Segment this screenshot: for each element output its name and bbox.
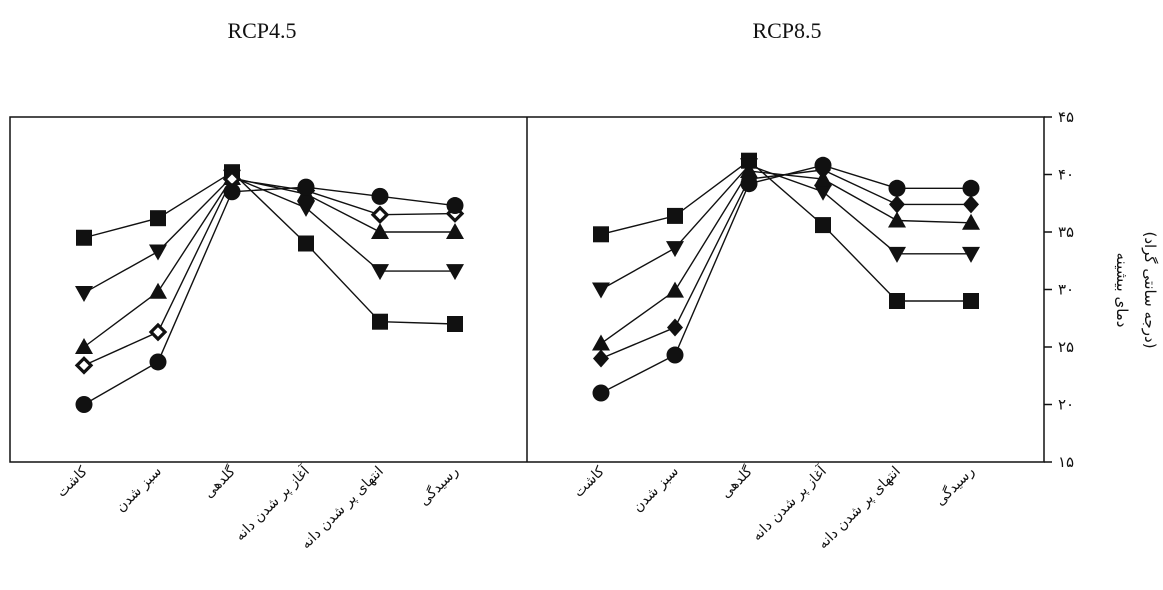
data-point-triangle-down — [962, 246, 980, 263]
data-point-circle — [962, 179, 980, 197]
data-point-square — [372, 313, 388, 330]
x-tick-label: سبز شدن — [113, 464, 165, 516]
x-tick-label: آغاز پر شدن دانه — [231, 462, 313, 544]
data-point-triangle-up — [666, 281, 684, 298]
data-point-square — [815, 217, 831, 234]
data-point-square — [963, 293, 979, 309]
x-tick-label: سبز شدن — [630, 464, 682, 516]
data-point-triangle-up — [740, 162, 758, 179]
data-point-circle — [371, 187, 389, 205]
data-point-circle — [814, 156, 832, 174]
data-point-triangle-up — [446, 223, 464, 239]
x-tick-label: انتهای پر شدن دانه — [298, 464, 387, 553]
chart-title-right: RCP8.5 — [752, 18, 821, 43]
data-point-triangle-down — [592, 282, 610, 299]
y-tick-label: ۳۰ — [1058, 281, 1074, 299]
x-tick-label: گلدهی — [717, 463, 756, 502]
y-axis: ۱۵ ۲۰ ۲۵ ۳۰ ۳۵ ۴۰ ۴۵ — [1044, 108, 1074, 471]
x-tick-label: آغاز پر شدن دانه — [748, 462, 830, 544]
data-point-circle — [149, 353, 167, 371]
data-point-triangle-up — [371, 223, 389, 239]
data-point-triangle-up — [592, 334, 610, 351]
data-point-diamond — [889, 195, 905, 214]
y-axis-label-line1: دمای بیشینه — [1113, 253, 1131, 328]
y-tick-label: ۴۵ — [1058, 108, 1074, 126]
data-point-circle — [666, 346, 684, 364]
data-point-square — [667, 207, 683, 224]
data-point-triangle-up — [962, 213, 980, 230]
series-line-square — [600, 159, 971, 302]
x-tick-label: رسیدگی — [932, 463, 978, 509]
series-line-triangle-down — [83, 175, 455, 294]
data-point-triangle-down — [888, 246, 906, 263]
data-point-triangle-up — [888, 211, 906, 228]
data-point-square — [593, 226, 609, 243]
series-line-circle — [600, 164, 971, 394]
data-point-diamond-open — [370, 205, 390, 225]
x-tick-label: کاشت — [571, 463, 608, 500]
panel-rcp45 — [74, 164, 465, 413]
data-point-square — [447, 316, 463, 332]
data-point-circle — [740, 175, 758, 193]
panel-rcp85 — [592, 152, 980, 402]
data-point-triangle-down — [297, 200, 315, 217]
data-point-triangle-down — [75, 285, 93, 302]
chart-title-left: RCP4.5 — [227, 18, 296, 43]
chart-panels — [74, 152, 980, 413]
series-line-square — [83, 171, 456, 325]
x-tick-label: گلدهی — [200, 463, 239, 502]
data-point-triangle-up — [75, 338, 93, 354]
data-point-square — [889, 293, 905, 309]
y-tick-label: ۲۰ — [1058, 396, 1074, 414]
x-tick-label: انتهای پر شدن دانه — [815, 464, 904, 553]
y-tick-label: ۱۵ — [1058, 453, 1074, 471]
data-point-circle — [446, 197, 464, 215]
y-tick-label: ۳۵ — [1058, 223, 1074, 241]
data-point-circle — [592, 384, 610, 402]
data-point-triangle-down — [666, 241, 684, 258]
data-point-triangle-up — [149, 282, 167, 299]
data-point-square — [76, 229, 92, 246]
y-tick-label: ۴۰ — [1058, 166, 1074, 184]
series-line-diamond-open — [83, 178, 456, 367]
data-point-diamond — [593, 349, 609, 368]
series-line-circle — [83, 186, 456, 406]
data-point-triangle-down — [149, 244, 167, 261]
data-point-diamond — [667, 318, 683, 337]
data-point-square — [298, 235, 314, 252]
series-line-triangle-up — [600, 170, 972, 345]
data-point-triangle-down — [371, 264, 389, 281]
data-point-circle — [223, 183, 241, 201]
x-tick-label: کاشت — [54, 463, 91, 500]
data-point-circle — [75, 396, 93, 413]
series-line-diamond — [600, 169, 971, 360]
data-point-circle — [888, 179, 906, 197]
data-point-circle — [297, 178, 315, 196]
data-point-triangle-down — [814, 184, 832, 201]
series-line-triangle-up — [83, 177, 455, 348]
series-line-triangle-down — [600, 164, 971, 291]
data-point-diamond — [963, 195, 979, 214]
x-tick-label: رسیدگی — [416, 463, 462, 509]
data-point-triangle-down — [446, 264, 464, 281]
data-point-diamond-open — [74, 356, 94, 375]
data-point-diamond-open — [148, 322, 168, 342]
y-tick-label: ۲۵ — [1058, 338, 1074, 356]
data-point-square — [150, 210, 166, 227]
y-axis-label-line2: (درجه سانتی گراد) — [1141, 231, 1159, 348]
